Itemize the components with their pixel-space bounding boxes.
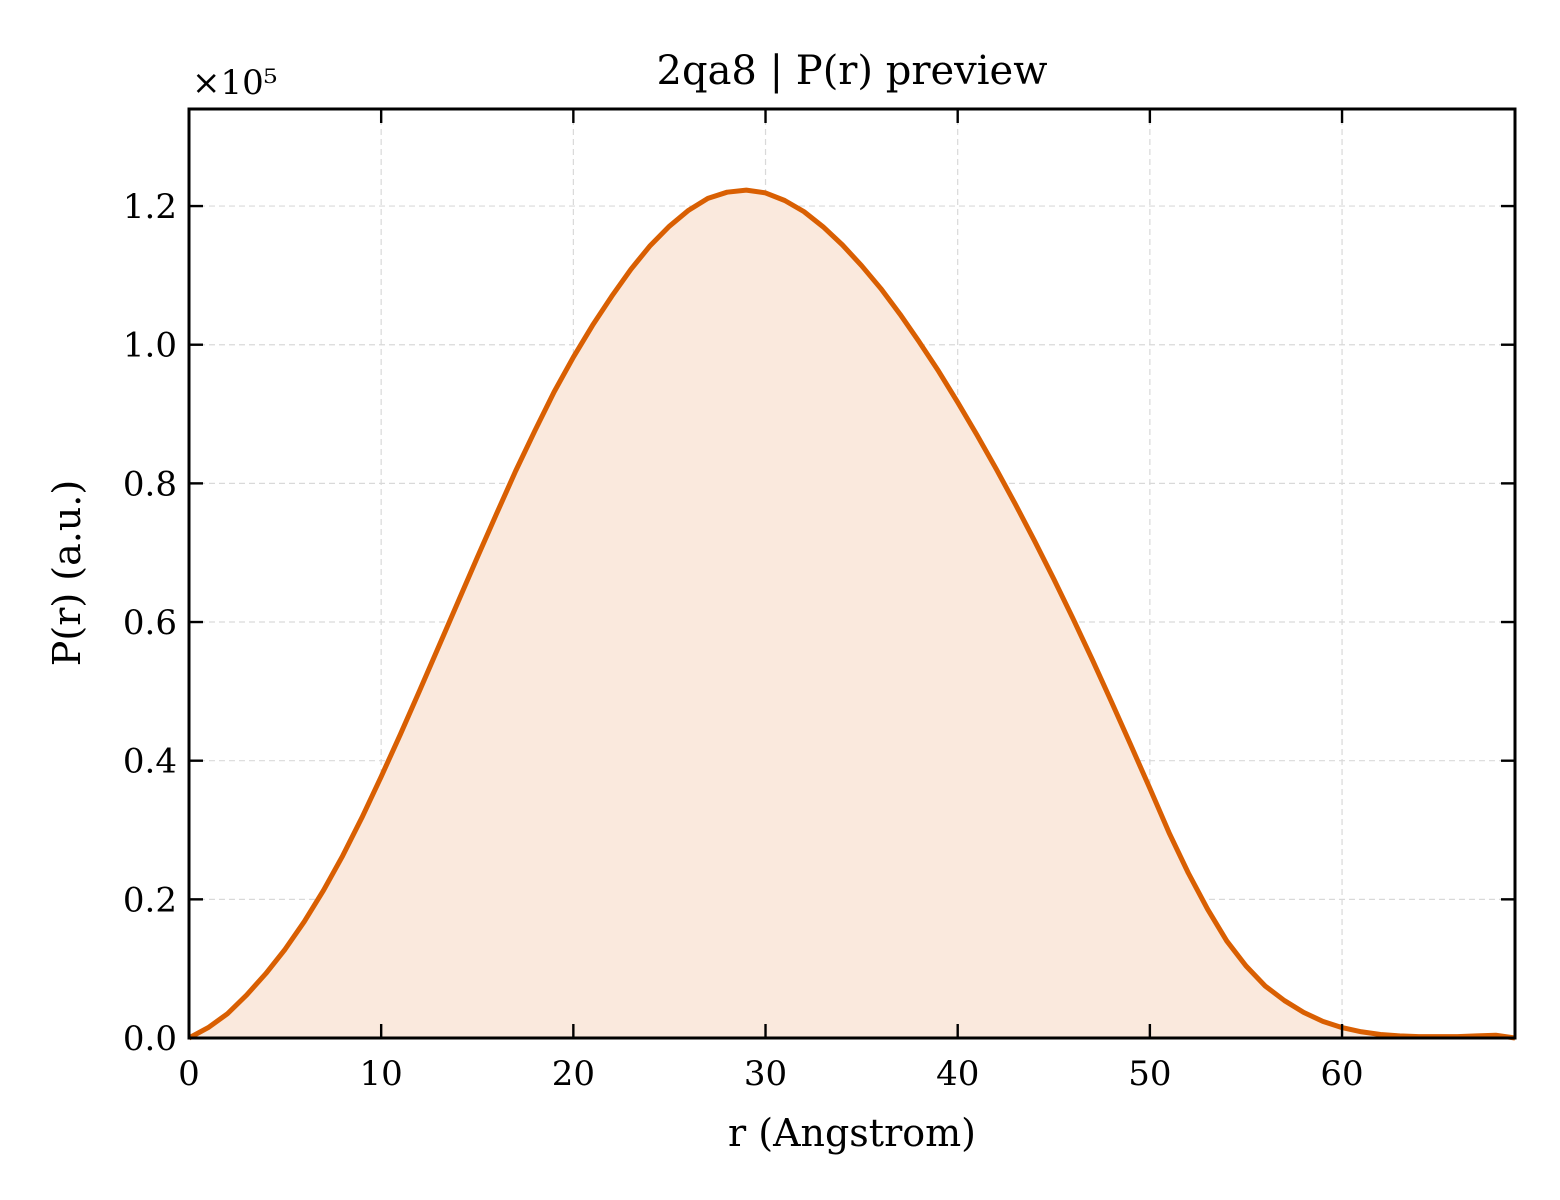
x-tick-label: 20 bbox=[552, 1054, 595, 1094]
x-tick-label: 40 bbox=[936, 1054, 979, 1094]
x-tick-label: 60 bbox=[1320, 1054, 1363, 1094]
y-tick-label: 0.8 bbox=[123, 464, 177, 504]
x-tick-label: 10 bbox=[360, 1054, 403, 1094]
y-tick-label: 0.0 bbox=[123, 1019, 177, 1059]
x-tick-label: 30 bbox=[744, 1054, 787, 1094]
y-tick-label: 0.4 bbox=[123, 742, 177, 782]
y-scale-note: ×10⁵ bbox=[192, 63, 277, 103]
chart-title: 2qa8 | P(r) preview bbox=[657, 48, 1048, 94]
series-area-fill bbox=[189, 190, 1515, 1039]
x-axis-label: r (Angstrom) bbox=[728, 1111, 976, 1155]
ticks-layer: 0 10 20 30 40 50 60 0.0 0.2 0.4 0.6 0.8 1.0 1.2 bbox=[123, 109, 1515, 1094]
y-tick-label: 1.2 bbox=[123, 187, 177, 227]
y-tick-label: 0.6 bbox=[123, 603, 177, 643]
y-tick-label: 0.2 bbox=[123, 880, 177, 920]
x-tick-label: 0 bbox=[178, 1054, 200, 1094]
plot-frame bbox=[187, 107, 1517, 1040]
y-axis-label: P(r) (a.u.) bbox=[45, 480, 89, 666]
x-tick-label: 50 bbox=[1128, 1054, 1171, 1094]
series-line bbox=[187, 187, 1516, 1041]
y-tick-label: 1.0 bbox=[123, 326, 177, 366]
